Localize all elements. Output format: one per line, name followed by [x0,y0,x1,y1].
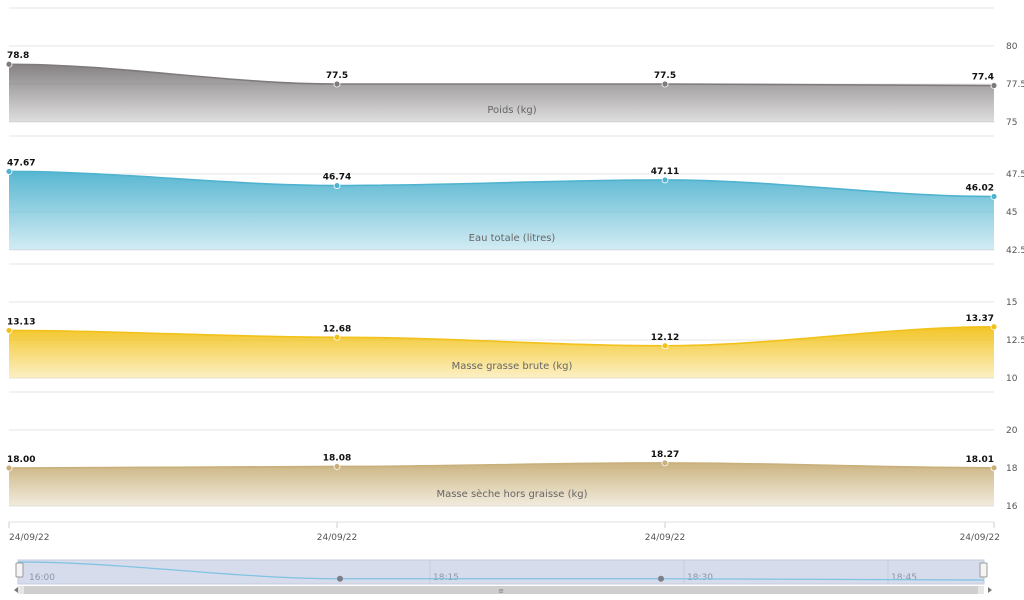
data-label: 46.74 [323,173,351,183]
data-label: 13.13 [7,317,35,327]
data-point[interactable] [5,168,13,175]
x-tick-label: 24/09/22 [960,533,1000,543]
data-point[interactable] [5,60,13,68]
y-tick-label: 75 [1006,118,1017,128]
x-axis: 24/09/22 24/09/22 24/09/22 24/09/22 [8,521,1000,543]
navigator-right-handle[interactable] [979,562,988,578]
data-point[interactable] [5,327,13,334]
data-point[interactable] [990,193,998,200]
chart-panels: 80 77.5 75 Poids (kg) 78.8 77.5 77.5 77.4 47.5 45… [5,7,1024,512]
navigator-tick-label: 18:15 [433,573,459,583]
series-line [8,63,995,87]
y-tick-label: 18 [1006,464,1018,474]
navigator-left-handle[interactable] [15,562,24,578]
navigator[interactable]: 16:00 18:15 18:30 18:45 ≡ [14,559,992,595]
scrollbar-grip-icon: ≡ [498,587,504,595]
navigator-scrollbar-thumb[interactable] [24,586,978,594]
series-area [9,326,994,378]
y-tick-label: 80 [1006,42,1018,52]
y-tick-label: 77.5 [1006,80,1024,90]
panel-title: Poids (kg) [487,105,536,116]
data-point[interactable] [333,80,341,88]
y-tick-label: 16 [1006,502,1018,512]
data-point[interactable] [333,463,341,470]
x-tick-label: 24/09/22 [317,533,357,543]
y-tick-label: 47.5 [1006,170,1024,180]
series-line [8,170,995,198]
data-point[interactable] [333,182,341,189]
data-point[interactable] [333,333,341,341]
navigator-point [337,575,343,582]
scroll-left-icon[interactable] [14,587,18,593]
y-tick-label: 12.5 [1006,336,1024,346]
panel-3: 15 12.5 10 Masse grasse brute (kg) 13.13 12.6… [5,263,1024,384]
panel-title: Masse sèche hors graisse (kg) [436,488,587,500]
data-point[interactable] [990,464,998,472]
y-tick-label: 20 [1006,426,1018,436]
data-label: 18.00 [7,455,35,465]
series-line [8,325,995,347]
navigator-window[interactable] [17,559,985,585]
y-tick-label: 45 [1006,208,1017,218]
y-tick-label: 15 [1006,298,1017,308]
data-label: 18.27 [651,450,679,460]
series-area [9,462,994,506]
panel-1: 80 77.5 75 Poids (kg) 78.8 77.5 77.5 77.4 [5,7,1024,128]
navigator-series [17,561,985,581]
data-label: 12.12 [651,333,679,343]
series-line [8,462,995,469]
y-tick-label: 42.5 [1006,246,1024,256]
data-label: 12.68 [323,324,351,334]
navigator-tick-label: 16:00 [29,573,55,583]
data-point[interactable] [5,464,13,472]
series-area [9,171,994,250]
panel-2: 47.5 45 42.5 Eau totale (litres) 47.67 46.74 4… [5,135,1024,256]
data-point[interactable] [661,80,669,88]
data-point[interactable] [661,176,669,184]
data-point[interactable] [990,323,998,331]
data-label: 13.37 [966,314,994,324]
navigator-tick-label: 18:30 [687,573,713,583]
panel-title: Eau totale (litres) [469,233,556,244]
y-tick-label: 10 [1006,374,1018,384]
data-label: 18.08 [323,453,351,463]
data-label: 78.8 [7,51,29,61]
series-area [9,64,994,122]
data-point[interactable] [661,459,669,467]
navigator-tick-label: 18:45 [891,573,917,583]
panel-title: Masse grasse brute (kg) [452,361,573,372]
panel-4: 20 18 16 Masse sèche hors graisse (kg) 18.00… [5,391,1018,512]
data-label: 77.4 [972,73,994,83]
data-label: 18.01 [966,455,994,465]
data-point[interactable] [661,342,669,350]
data-label: 47.67 [7,158,35,168]
x-tick-label: 24/09/22 [645,533,685,543]
data-label: 77.5 [654,71,676,81]
x-tick-label: 24/09/22 [9,533,49,543]
data-label: 47.11 [651,167,679,177]
data-label: 77.5 [326,71,348,81]
data-point[interactable] [990,82,998,89]
navigator-point [658,575,664,582]
data-label: 46.02 [966,183,994,193]
scroll-right-icon[interactable] [988,587,992,593]
